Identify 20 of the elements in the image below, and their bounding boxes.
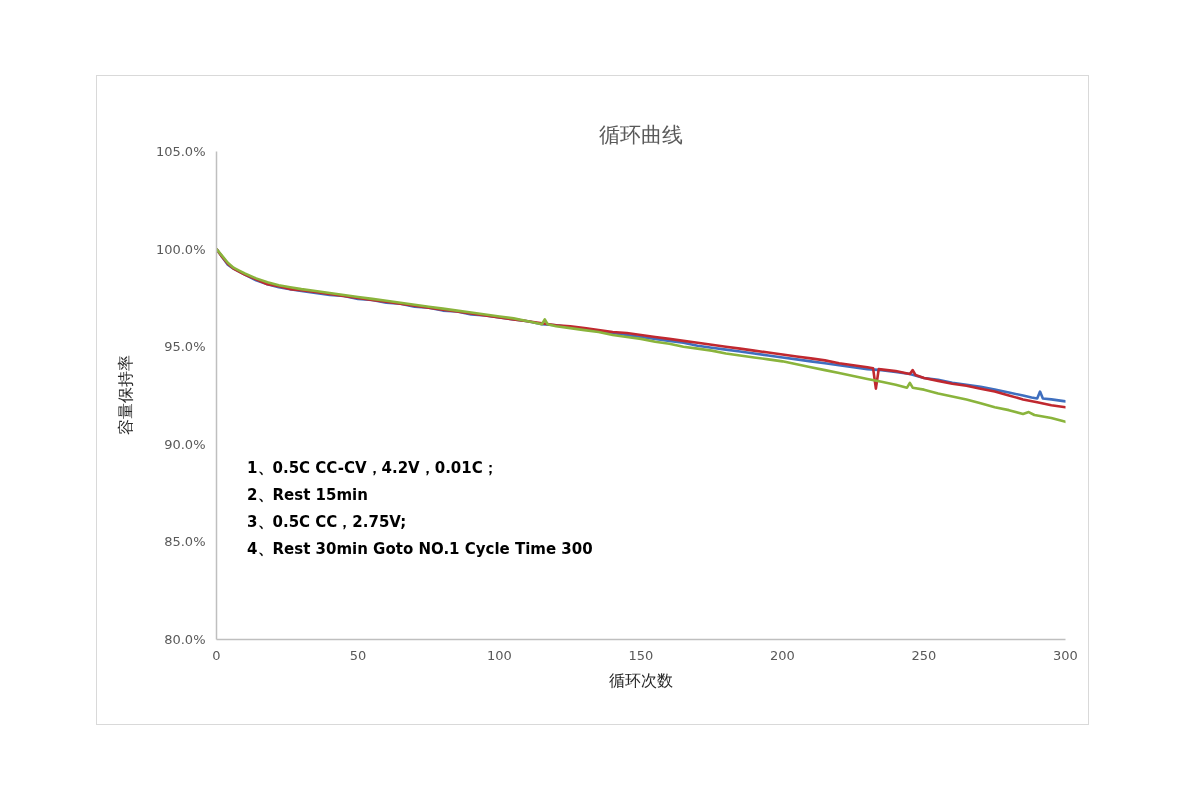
x-tick-label: 300 [1053,647,1078,663]
y-tick-label: 80.0% [164,632,206,647]
x-tick-label: 150 [628,647,654,663]
chart-title: 循环曲线 [599,122,683,147]
y-tick-label: 85.0% [164,534,206,550]
y-tick-label: 105.0% [155,144,206,159]
y-tick-label: 100.0% [155,241,206,257]
x-tick-label: 50 [349,647,367,663]
annotation: 4、Rest 30min Goto NO.1 Cycle Time 300 [247,539,593,558]
annotation: 2、Rest 15min [247,485,368,504]
annotation: 1、0.5C CC-CV，4.2V，0.01C； [247,458,498,477]
x-tick-label: 100 [487,647,512,663]
y-tick-label: 95.0% [164,339,206,355]
annotation: 3、0.5C CC，2.75V; [247,512,407,531]
x-tick-label: 250 [911,647,937,663]
y-tick-label: 90.0% [164,436,206,452]
x-tick-label: 200 [770,647,795,663]
y-axis-title: 容量保持率 [115,355,135,436]
x-tick-label: 0 [212,647,221,663]
x-axis-title: 循环次数 [609,670,673,690]
